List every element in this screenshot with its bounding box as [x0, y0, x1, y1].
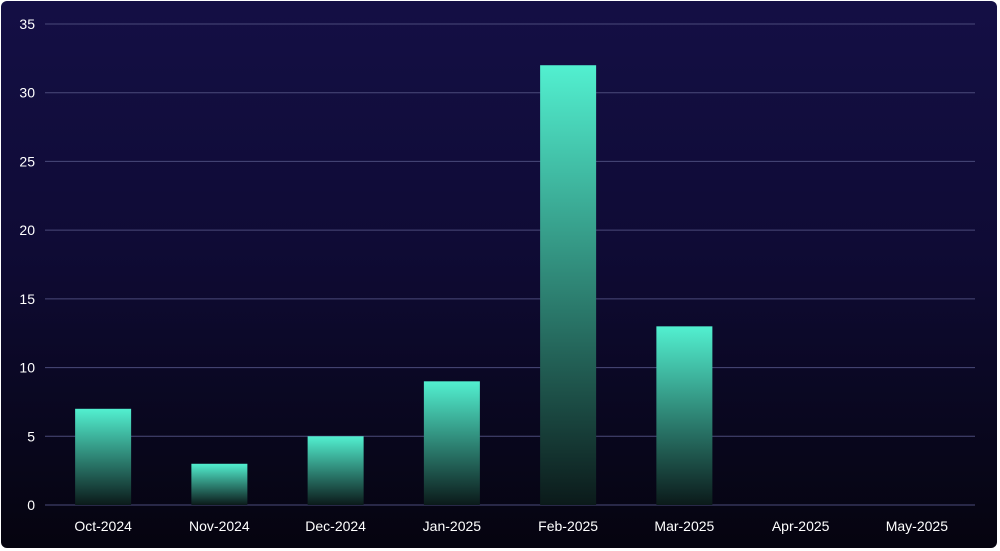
y-tick-label: 15 [19, 291, 35, 307]
gridlines [45, 23, 975, 506]
y-tick-label: 25 [19, 153, 35, 169]
x-tick-label: Oct-2024 [74, 518, 132, 534]
y-tick-label: 35 [19, 16, 35, 32]
y-tick-label: 0 [27, 497, 35, 513]
y-axis-ticks: 0 5 10 15 20 25 30 35 [19, 16, 35, 513]
y-tick-label: 20 [19, 222, 35, 238]
y-tick-label: 30 [19, 85, 35, 101]
bar-oct-2024 [75, 408, 132, 505]
x-tick-label: Feb-2025 [538, 518, 598, 534]
bar-nov-2024 [191, 463, 248, 505]
x-tick-label: Jan-2025 [423, 518, 482, 534]
bar-jan-2025 [423, 381, 480, 505]
bar-feb-2025 [540, 65, 597, 505]
x-tick-label: Apr-2025 [772, 518, 830, 534]
x-axis-ticks: Oct-2024 Nov-2024 Dec-2024 Jan-2025 Feb-2025… [74, 518, 948, 534]
x-tick-label: Dec-2024 [305, 518, 366, 534]
y-tick-label: 5 [27, 428, 35, 444]
bars [75, 65, 713, 505]
x-tick-label: Nov-2024 [189, 518, 250, 534]
bar-dec-2024 [307, 436, 364, 505]
x-tick-label: May-2025 [886, 518, 948, 534]
y-tick-label: 10 [19, 360, 35, 376]
bar-mar-2025 [656, 326, 713, 505]
x-tick-label: Mar-2025 [654, 518, 714, 534]
